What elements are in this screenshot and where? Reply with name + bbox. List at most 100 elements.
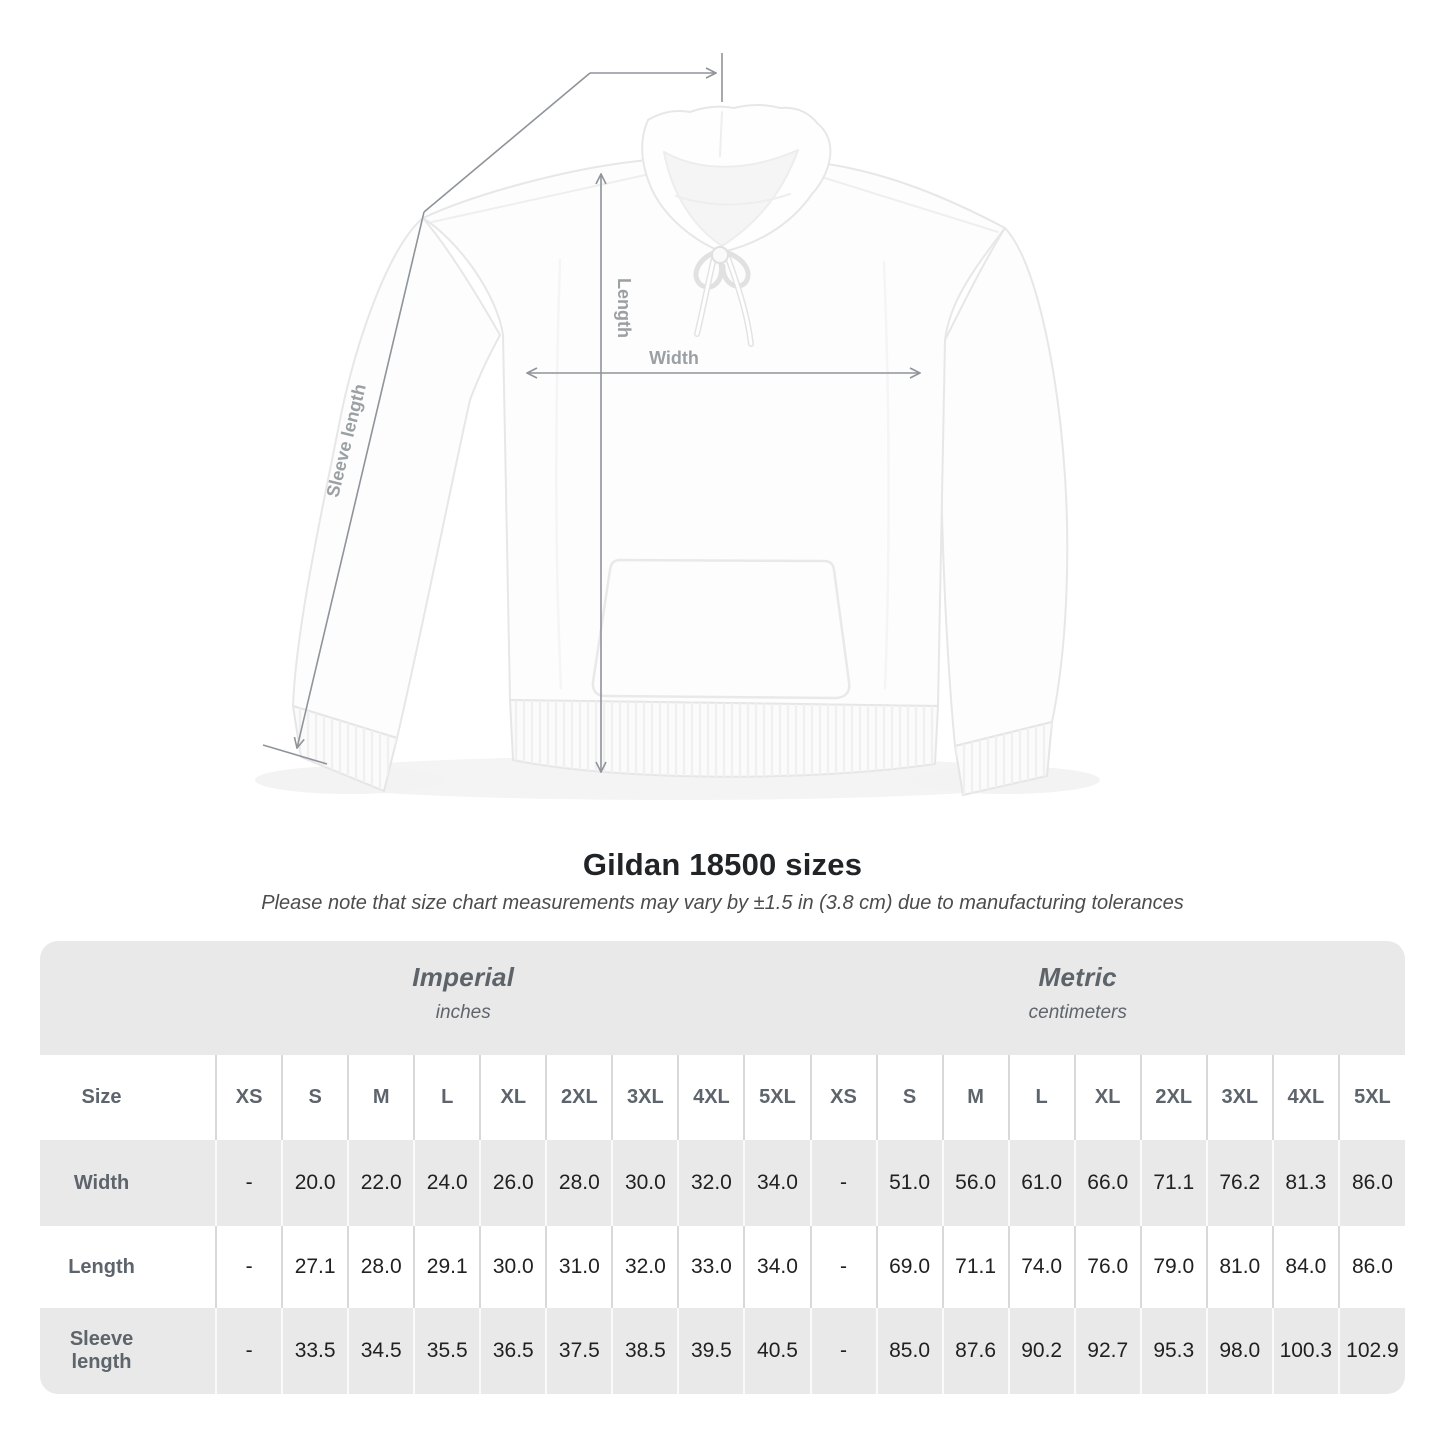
length-label: Length [614, 278, 634, 338]
table-cell: 32.0 [677, 1140, 745, 1226]
table-cell: 90.2 [1007, 1308, 1075, 1394]
size-header: 4XL [677, 1055, 745, 1140]
table-cell: 100.3 [1271, 1308, 1339, 1394]
imperial-group-name: Imperial [412, 962, 515, 992]
table-cell: - [809, 1308, 877, 1394]
table-cell: 84.0 [1271, 1226, 1339, 1308]
table-cell: 39.5 [677, 1308, 745, 1394]
table-cell: 71.1 [1139, 1140, 1207, 1226]
sleeve-diagonal-1 [423, 72, 591, 213]
table-cell: 30.0 [611, 1140, 679, 1226]
table-cell: 38.5 [611, 1308, 679, 1394]
row-label: Length [40, 1226, 217, 1308]
size-header: L [413, 1055, 481, 1140]
table-cell: 95.3 [1139, 1308, 1207, 1394]
table-cell: - [215, 1308, 283, 1394]
table-cell: 81.3 [1271, 1140, 1339, 1226]
page-subtitle: Please note that size chart measurements… [261, 892, 1184, 914]
metric-group-header: Metric centimeters [810, 941, 1405, 1055]
table-cell: 98.0 [1205, 1308, 1273, 1394]
width-label: Width [649, 348, 699, 368]
row-label: Sleeve length [40, 1308, 217, 1394]
table-cell: - [215, 1140, 283, 1226]
hoodie-hood-opening [663, 149, 799, 247]
hoodie-pocket [591, 558, 851, 700]
table-cell: 92.7 [1073, 1308, 1141, 1394]
imperial-group-unit: inches [435, 1002, 491, 1023]
page-title: Gildan 18500 sizes [582, 847, 863, 882]
size-header: S [281, 1055, 349, 1140]
table-cell: 79.0 [1139, 1226, 1207, 1308]
table-cell: 33.5 [281, 1308, 349, 1394]
table-cell: 85.0 [875, 1308, 943, 1394]
hoodie-measurement-figure: Length Width Sleeve length [255, 53, 1100, 800]
metric-group-name: Metric [1038, 962, 1117, 992]
table-cell: 34.0 [743, 1140, 811, 1226]
table-cell: 76.0 [1073, 1226, 1141, 1308]
size-table: Imperial inches Metric centimeters Size … [40, 941, 1405, 1394]
sleeve-tick-bottom [262, 744, 328, 765]
table-cell: 66.0 [1073, 1140, 1141, 1226]
table-cell: 28.0 [545, 1140, 613, 1226]
table-cell: 36.5 [479, 1308, 547, 1394]
table-cell: 76.2 [1205, 1140, 1273, 1226]
table-cell: 81.0 [1205, 1226, 1273, 1308]
table-cell: 71.1 [941, 1226, 1009, 1308]
size-header: M [347, 1055, 415, 1140]
table-cell: 24.0 [413, 1140, 481, 1226]
table-cell: 102.9 [1337, 1308, 1405, 1394]
sleeve-arrow-bottom [297, 211, 425, 748]
size-header: 2XL [545, 1055, 613, 1140]
sleeve-length-row: Sleeve length - 33.5 34.5 35.5 36.5 37.5… [40, 1308, 1405, 1394]
size-header: 5XL [743, 1055, 811, 1140]
table-cell: 86.0 [1337, 1226, 1405, 1308]
size-header: XS [809, 1055, 877, 1140]
size-header: XS [215, 1055, 283, 1140]
metric-group-unit: centimeters [1028, 1002, 1127, 1023]
table-cell: - [809, 1226, 877, 1308]
table-cell: 74.0 [1007, 1226, 1075, 1308]
size-header: XL [1073, 1055, 1141, 1140]
length-row: Length - 27.1 28.0 29.1 30.0 31.0 32.0 3… [40, 1226, 1405, 1308]
table-cell: 32.0 [611, 1226, 679, 1308]
size-header: 3XL [1205, 1055, 1273, 1140]
hoodie-drawstrings [693, 246, 754, 347]
table-cell: - [215, 1226, 283, 1308]
size-header: 5XL [1337, 1055, 1405, 1140]
imperial-group-header: Imperial inches [40, 941, 811, 1055]
size-column-title: Size [40, 1055, 217, 1140]
table-cell: 86.0 [1337, 1140, 1405, 1226]
hoodie-left-sleeve [292, 217, 501, 739]
size-header-row: Size XS S M L XL 2XL 3XL 4XL 5XL XS S M … [40, 1055, 1405, 1140]
table-cell: 40.5 [743, 1308, 811, 1394]
size-table-container: Imperial inches Metric centimeters Size … [40, 941, 1405, 1394]
table-cell: 87.6 [941, 1308, 1009, 1394]
width-row: Width - 20.0 22.0 24.0 26.0 28.0 30.0 32… [40, 1140, 1405, 1226]
table-cell: 61.0 [1007, 1140, 1075, 1226]
size-header: L [1007, 1055, 1075, 1140]
size-header: XL [479, 1055, 547, 1140]
size-header: 3XL [611, 1055, 679, 1140]
table-cell: 27.1 [281, 1226, 349, 1308]
measurement-annotations [262, 53, 920, 772]
table-cell: 30.0 [479, 1226, 547, 1308]
table-cell: 34.0 [743, 1226, 811, 1308]
hoodie-diagram: Length Width Sleeve length [255, 53, 1100, 800]
table-cell: - [809, 1140, 877, 1226]
table-cell: 26.0 [479, 1140, 547, 1226]
size-header: 2XL [1139, 1055, 1207, 1140]
unit-group-row: Imperial inches Metric centimeters [40, 941, 1405, 1055]
table-cell: 33.0 [677, 1226, 745, 1308]
size-header: M [941, 1055, 1009, 1140]
size-header: S [875, 1055, 943, 1140]
hoodie-body [422, 159, 1006, 707]
table-cell: 35.5 [413, 1308, 481, 1394]
hoodie-right-sleeve [939, 227, 1069, 747]
table-cell: 28.0 [347, 1226, 415, 1308]
table-cell: 56.0 [941, 1140, 1009, 1226]
table-cell: 34.5 [347, 1308, 415, 1394]
table-cell: 22.0 [347, 1140, 415, 1226]
table-cell: 37.5 [545, 1308, 613, 1394]
hoodie-illustration [292, 104, 1069, 796]
size-header: 4XL [1271, 1055, 1339, 1140]
